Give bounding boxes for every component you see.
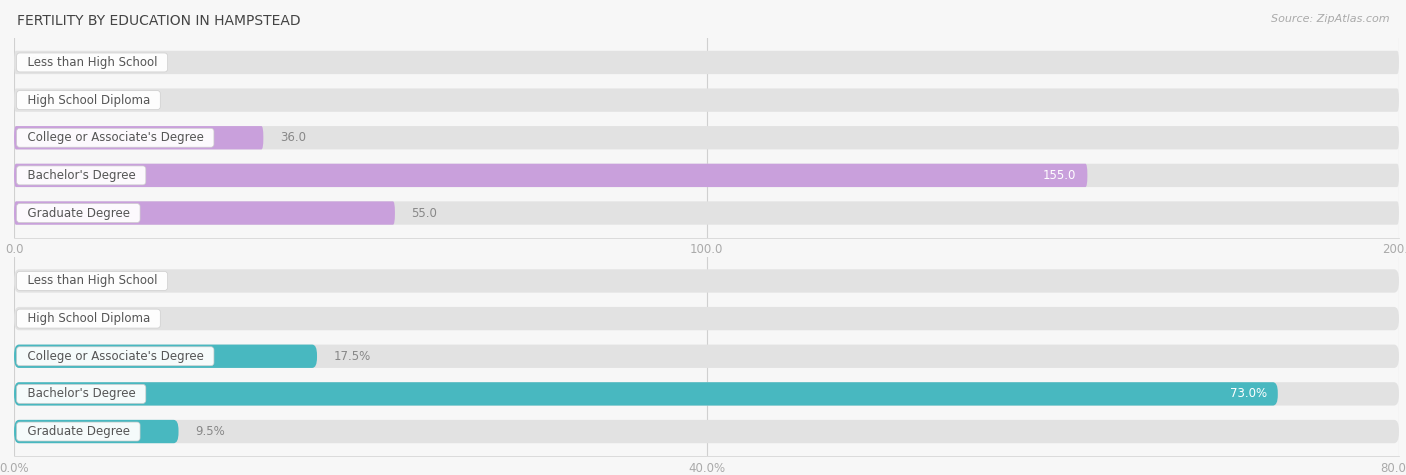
Text: College or Associate's Degree: College or Associate's Degree	[20, 350, 211, 363]
FancyBboxPatch shape	[14, 307, 1399, 330]
FancyBboxPatch shape	[14, 420, 179, 443]
Text: 0.0%: 0.0%	[31, 275, 60, 287]
FancyBboxPatch shape	[14, 420, 1399, 443]
Text: 0.0: 0.0	[31, 94, 49, 106]
Text: High School Diploma: High School Diploma	[20, 312, 157, 325]
Text: 55.0: 55.0	[412, 207, 437, 219]
Text: 0.0: 0.0	[31, 56, 49, 69]
Text: Graduate Degree: Graduate Degree	[20, 425, 138, 438]
Text: 9.5%: 9.5%	[195, 425, 225, 438]
Text: Bachelor's Degree: Bachelor's Degree	[20, 169, 143, 182]
FancyBboxPatch shape	[14, 88, 1399, 112]
FancyBboxPatch shape	[14, 201, 1399, 225]
Text: College or Associate's Degree: College or Associate's Degree	[20, 131, 211, 144]
FancyBboxPatch shape	[14, 126, 1399, 150]
FancyBboxPatch shape	[14, 51, 1399, 74]
Text: High School Diploma: High School Diploma	[20, 94, 157, 106]
FancyBboxPatch shape	[14, 269, 1399, 293]
FancyBboxPatch shape	[14, 382, 1399, 406]
Text: 73.0%: 73.0%	[1230, 388, 1267, 400]
Text: Less than High School: Less than High School	[20, 275, 165, 287]
FancyBboxPatch shape	[14, 201, 395, 225]
Text: 36.0: 36.0	[280, 131, 307, 144]
Text: 0.0%: 0.0%	[31, 312, 60, 325]
FancyBboxPatch shape	[14, 382, 1278, 406]
FancyBboxPatch shape	[14, 344, 316, 368]
Text: FERTILITY BY EDUCATION IN HAMPSTEAD: FERTILITY BY EDUCATION IN HAMPSTEAD	[17, 14, 301, 28]
FancyBboxPatch shape	[14, 164, 1399, 187]
FancyBboxPatch shape	[14, 126, 263, 150]
Text: Bachelor's Degree: Bachelor's Degree	[20, 388, 143, 400]
FancyBboxPatch shape	[14, 344, 1399, 368]
Text: Source: ZipAtlas.com: Source: ZipAtlas.com	[1271, 14, 1389, 24]
Text: Graduate Degree: Graduate Degree	[20, 207, 138, 219]
Text: Less than High School: Less than High School	[20, 56, 165, 69]
FancyBboxPatch shape	[14, 164, 1087, 187]
Text: 17.5%: 17.5%	[333, 350, 371, 363]
Text: 155.0: 155.0	[1043, 169, 1076, 182]
